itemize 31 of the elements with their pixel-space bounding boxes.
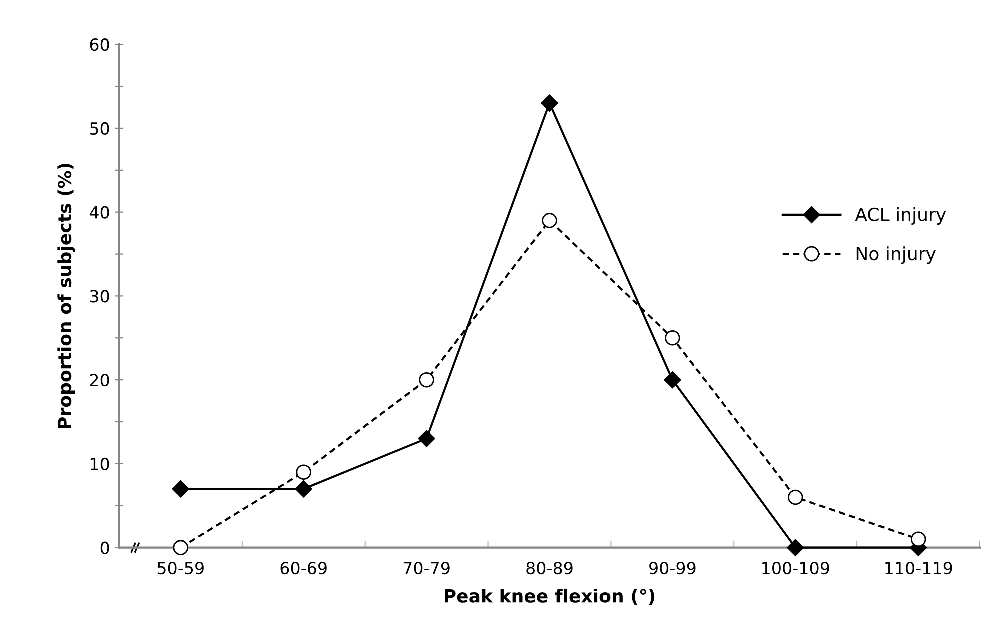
y-tick-label: 60 <box>90 38 110 52</box>
point <box>664 372 682 389</box>
point <box>296 464 312 480</box>
point <box>418 430 436 448</box>
x-tick-label: 70-79 <box>404 562 450 575</box>
y-tick-label: 20 <box>90 374 110 387</box>
x-tick-label: 50-59 <box>158 562 204 575</box>
legend-label: ACL injury <box>855 208 946 225</box>
point <box>541 94 558 112</box>
y-tick-label: 30 <box>90 290 110 303</box>
y-tick-label: 40 <box>90 206 110 219</box>
y-tick-label: 50 <box>90 122 110 136</box>
point <box>788 490 804 506</box>
point <box>173 540 189 556</box>
x-tick-label: 100-109 <box>762 562 830 575</box>
point <box>295 480 312 498</box>
point <box>419 372 434 388</box>
y-tick-label: 10 <box>90 458 110 471</box>
y-tick-label: 0 <box>100 542 110 554</box>
x-tick-label: 90-99 <box>650 562 696 575</box>
point <box>910 532 926 548</box>
x-tick-label: 60-69 <box>280 562 327 575</box>
x-axis-title: Peak knee flexion (°) <box>444 588 655 606</box>
point <box>542 213 558 228</box>
x-tick-label: 80-89 <box>526 562 573 575</box>
point <box>665 330 680 346</box>
legend-label: No injury <box>856 246 936 264</box>
point <box>787 539 804 556</box>
point <box>172 480 190 498</box>
x-tick-label: 110-119 <box>886 562 952 575</box>
y-axis-title: Proportion of subjects (%) <box>58 164 76 428</box>
